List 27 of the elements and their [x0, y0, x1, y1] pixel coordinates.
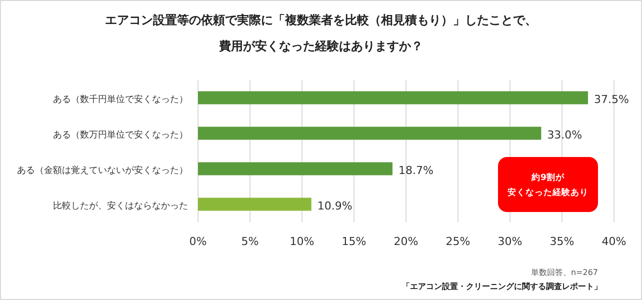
text: 「エアコン設置・クリーニングに関する調査レポート」 [402, 282, 602, 291]
y-tick-label: ある（数万円単位で安くなった） [53, 129, 188, 140]
bar [198, 198, 312, 211]
x-tick-label: 25% [446, 235, 470, 248]
y-tick-label: 比較したが、安くはならなかった [53, 200, 188, 212]
x-tick-label: 5% [241, 235, 259, 248]
x-tick-label: 35% [550, 235, 574, 248]
x-tick-label: 40% [602, 235, 626, 248]
data-label: 37.5% [594, 92, 629, 106]
x-tick-label: 0% [189, 235, 207, 248]
x-tick-label: 10% [290, 235, 314, 248]
x-tick-label: 15% [342, 235, 366, 248]
chart-subtitle: 費用が安くなった経験はありますか？ [218, 39, 423, 53]
data-label: 33.0% [547, 128, 582, 142]
bar [198, 162, 392, 176]
y-tick-label: ある（数千円単位で安くなった） [53, 94, 188, 105]
x-tick-label: 20% [394, 235, 418, 248]
text: 単数回答、n=267 [530, 268, 598, 277]
annotation: 安くなった経験あり [508, 187, 588, 198]
data-label: 10.9% [317, 199, 352, 212]
chart-title: エアコン設置等の依頼で実際に「複数業者を比較（相見積もり）」したことで、 [105, 13, 537, 27]
bar [198, 126, 542, 140]
x-tick-label: 30% [498, 235, 522, 248]
annotation: 約9割が [530, 172, 566, 183]
data-label: 18.7% [398, 164, 434, 177]
y-tick-label: ある（金額は覚えていないが安くなった） [17, 164, 188, 176]
bar [198, 91, 588, 104]
